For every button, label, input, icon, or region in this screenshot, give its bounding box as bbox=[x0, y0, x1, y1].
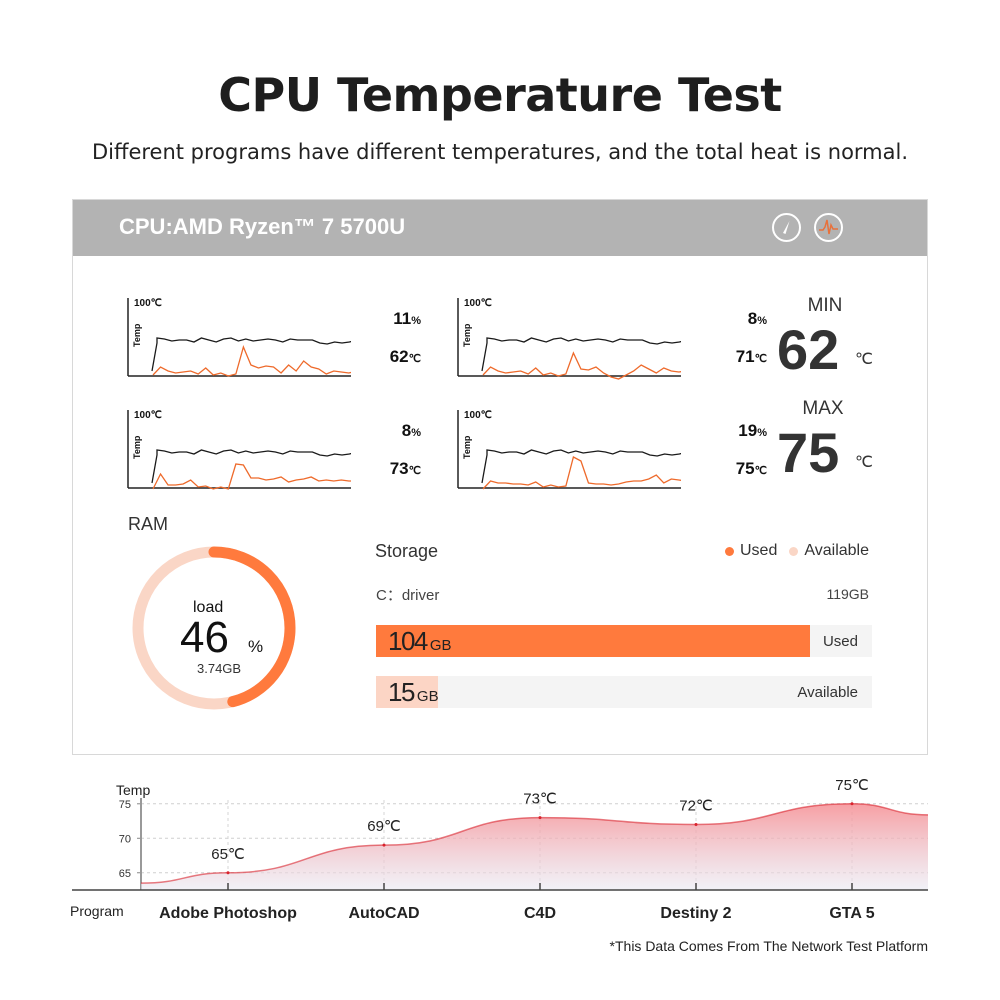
pulse-icon[interactable] bbox=[814, 213, 843, 242]
temp-trace bbox=[482, 456, 681, 490]
core-usage: 8% bbox=[747, 309, 767, 328]
temp-trace bbox=[152, 345, 351, 377]
usage-trace bbox=[481, 337, 681, 372]
axis-temp-label: Temp bbox=[462, 323, 472, 347]
ram-percent-symbol: % bbox=[248, 637, 264, 656]
max-label: MAX bbox=[802, 398, 844, 419]
core-chart-1-plot: 100℃ Temp bbox=[127, 298, 351, 377]
data-label: 65℃ bbox=[211, 846, 245, 863]
storage-used-bar: 104 GB Used bbox=[376, 625, 872, 657]
page-subtitle: Different programs have different temper… bbox=[91, 140, 909, 164]
ram-used: 3.74GB bbox=[197, 661, 242, 676]
usage-trace bbox=[481, 449, 681, 484]
storage-available-label: Available bbox=[797, 684, 858, 701]
area-fill bbox=[141, 803, 928, 890]
legend-available-label: Available bbox=[804, 542, 869, 559]
cpu-monitor-panel: CPU:AMD Ryzen™ 7 5700U 100℃ Temp 11% 62℃ … bbox=[72, 199, 928, 755]
storage-available-value: 15 GB bbox=[388, 677, 439, 707]
core-temp: 71℃ bbox=[735, 347, 767, 366]
ram-gauge-fill bbox=[132, 546, 296, 710]
axis-temp-label: Temp bbox=[132, 323, 142, 347]
x-tick-label: Destiny 2 bbox=[660, 905, 731, 922]
y-axis-label: Temp bbox=[116, 782, 150, 798]
data-label: 75℃ bbox=[835, 777, 869, 794]
storage-available-fill bbox=[376, 676, 439, 708]
cpu-name: CPU:AMD Ryzen™ 7 5700U bbox=[119, 214, 406, 239]
min-value: 62 bbox=[777, 318, 840, 381]
ram-title: RAM bbox=[128, 514, 168, 534]
core-chart-2-plot: 100℃ Temp bbox=[457, 298, 681, 380]
data-point bbox=[538, 816, 542, 820]
usage-trace bbox=[151, 337, 351, 372]
core-chart-3: 100℃ Temp 8% 73℃ bbox=[121, 407, 421, 497]
usage-trace bbox=[151, 449, 351, 484]
core-chart-4: 100℃ Temp 19% 75℃ bbox=[451, 407, 767, 497]
data-point bbox=[382, 843, 386, 847]
storage-title: Storage bbox=[375, 541, 439, 561]
storage-used-value: 104 GB bbox=[388, 626, 452, 656]
x-tick-label: AutoCAD bbox=[348, 905, 419, 922]
max-unit: ℃ bbox=[855, 454, 873, 471]
x-axis-label: Program bbox=[70, 903, 124, 919]
data-label: 72℃ bbox=[679, 797, 713, 814]
footnote: *This Data Comes From The Network Test P… bbox=[609, 938, 928, 954]
legend-available-swatch bbox=[789, 546, 799, 556]
y-tick-label: 75 bbox=[119, 799, 131, 811]
data-point bbox=[850, 802, 854, 806]
panel-header: CPU:AMD Ryzen™ 7 5700U bbox=[73, 200, 927, 256]
legend-used-swatch bbox=[725, 546, 734, 556]
y-tick-label: 65 bbox=[119, 868, 131, 880]
drive-total: 119GB bbox=[826, 586, 869, 602]
core-temp: 73℃ bbox=[389, 459, 421, 478]
gauge-icon[interactable] bbox=[772, 213, 801, 242]
data-point bbox=[694, 822, 698, 826]
page-title: CPU Temperature Test bbox=[218, 68, 782, 122]
core-chart-2: 100℃ Temp 8% 71℃ bbox=[451, 295, 767, 385]
temp-trace bbox=[482, 351, 681, 380]
ram-gauge bbox=[132, 546, 296, 710]
max-value: 75 bbox=[777, 421, 840, 484]
axis-temp-label: Temp bbox=[462, 435, 472, 459]
core-temp: 62℃ bbox=[389, 347, 421, 366]
core-usage: 19% bbox=[738, 421, 767, 440]
storage-legend: Used Available bbox=[713, 542, 869, 560]
core-usage: 8% bbox=[401, 421, 421, 440]
core-chart-3-plot: 100℃ Temp bbox=[127, 410, 351, 490]
core-temp: 75℃ bbox=[735, 459, 767, 478]
ram-load-label: load bbox=[193, 599, 224, 616]
ram-percent: 46 bbox=[180, 613, 229, 662]
temp-trace bbox=[152, 463, 351, 490]
data-label: 73℃ bbox=[523, 791, 557, 808]
data-point bbox=[226, 871, 230, 875]
core-chart-1: 100℃ Temp 11% 62℃ bbox=[121, 295, 421, 385]
axis-max-label: 100℃ bbox=[464, 410, 492, 421]
core-chart-4-plot: 100℃ Temp bbox=[457, 410, 681, 490]
drive-name: C：driver bbox=[376, 587, 440, 604]
x-tick-label: Adobe Photoshop bbox=[159, 905, 297, 922]
storage-used-fill bbox=[376, 625, 810, 657]
storage-available-bar: 15 GB Available bbox=[376, 676, 872, 708]
legend-used-label: Used bbox=[740, 542, 778, 559]
axis-temp-label: Temp bbox=[132, 435, 142, 459]
axis-max-label: 100℃ bbox=[464, 298, 492, 309]
data-label: 69℃ bbox=[367, 818, 401, 835]
program-temp-chart: 65 70 75 65℃ Adobe Photoshop 69℃ AutoCAD 73℃ C4… bbox=[70, 777, 929, 922]
min-unit: ℃ bbox=[855, 351, 873, 368]
axis-max-label: 100℃ bbox=[134, 410, 162, 421]
y-tick-label: 70 bbox=[119, 833, 131, 845]
storage-used-label: Used bbox=[822, 633, 858, 650]
x-tick-label: C4D bbox=[524, 905, 556, 922]
axis-max-label: 100℃ bbox=[134, 298, 162, 309]
x-tick-label: GTA 5 bbox=[829, 905, 874, 922]
core-usage: 11% bbox=[393, 309, 421, 328]
min-label: MIN bbox=[807, 295, 843, 316]
